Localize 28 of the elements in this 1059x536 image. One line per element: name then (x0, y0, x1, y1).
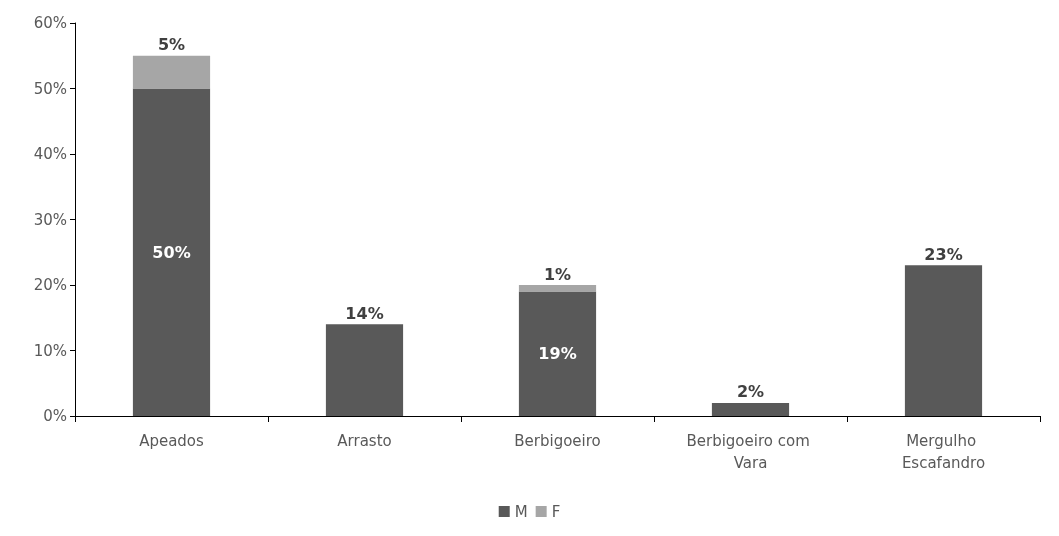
y-tick-label: 10% (33, 341, 67, 360)
data-label: 19% (538, 344, 577, 364)
bar (325, 324, 404, 416)
data-label: 50% (152, 242, 191, 262)
y-tick-label: 20% (33, 276, 67, 294)
y-tick-label: 30% (33, 210, 67, 229)
x-tick-label: Arrasto (337, 432, 392, 450)
bar (518, 291, 597, 416)
y-tick-label: 40% (33, 145, 67, 163)
bar (132, 55, 211, 89)
legend-label: F (551, 502, 561, 521)
bar (518, 285, 597, 292)
y-tick-label: 0% (43, 407, 67, 425)
x-tick-label: Mergulho Escafandro (901, 432, 986, 472)
data-label: 1% (543, 264, 572, 284)
data-label: 14% (345, 303, 384, 323)
legend-label: M (514, 502, 528, 521)
bar (711, 402, 790, 416)
data-label: 2% (736, 382, 765, 402)
bar (904, 265, 983, 416)
y-tick-label: 50% (33, 79, 67, 98)
x-tick-label: Apeados (139, 432, 205, 450)
data-label: 5% (157, 35, 186, 55)
bar (132, 88, 211, 416)
y-tick-label: 60% (33, 14, 67, 32)
x-tick-label: Berbigoeiro com Vara (686, 432, 815, 472)
data-label: 23% (924, 244, 963, 264)
x-tick-label: Berbigoeiro (514, 432, 601, 450)
